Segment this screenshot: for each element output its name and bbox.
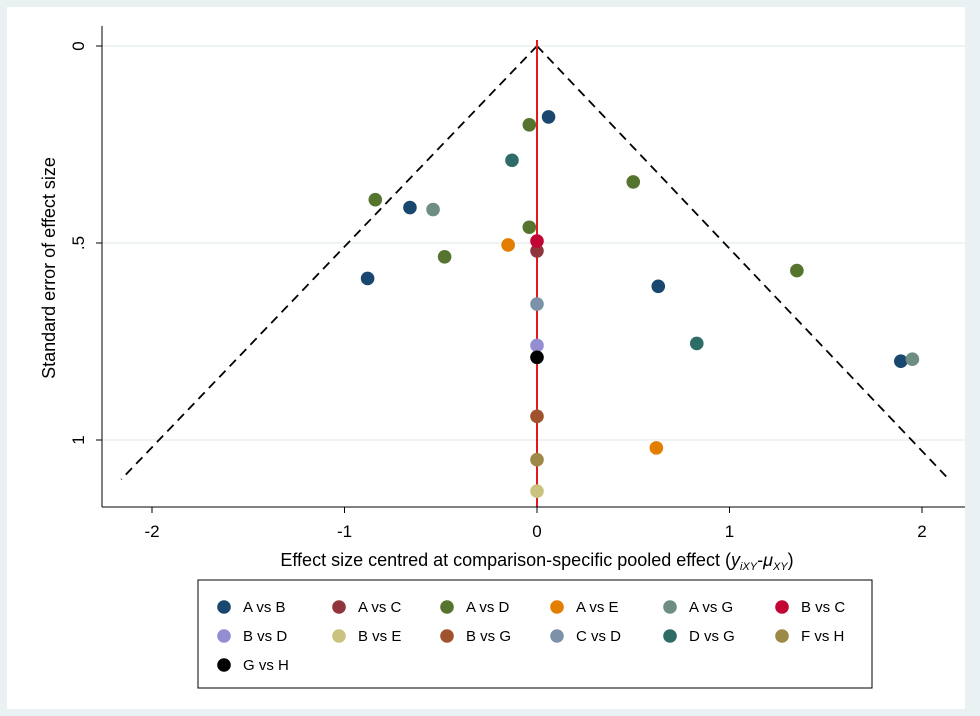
legend-label: D vs G — [689, 628, 735, 645]
x-axis-title-var1-sub: iXY — [740, 561, 758, 573]
legend-label: A vs B — [243, 599, 286, 616]
x-tick-label: -2 — [144, 522, 159, 541]
legend-box — [197, 579, 873, 689]
legend-item-b-vs-d: B vs D — [217, 628, 287, 645]
x-tick-label: -1 — [337, 522, 352, 541]
legend-item-f-vs-h: F vs H — [775, 628, 844, 645]
point-a-vs-b — [403, 200, 417, 215]
legend-label: A vs E — [576, 599, 619, 616]
legend-item-b-vs-e: B vs E — [332, 628, 401, 645]
point-a-vs-c — [530, 244, 544, 258]
point-b-vs-d — [530, 338, 544, 353]
point-d-vs-g — [505, 153, 519, 168]
x-axis-title-close: ) — [788, 550, 794, 570]
legend-label: B vs C — [801, 599, 845, 616]
legend-item-d-vs-g: D vs G — [663, 628, 735, 645]
funnel-limit-right — [536, 45, 950, 481]
point-a-vs-b — [541, 110, 556, 124]
point-a-vs-b — [894, 354, 908, 369]
funnel-limit-left — [120, 45, 538, 481]
legend-marker — [332, 600, 346, 614]
legend-label: C vs D — [576, 628, 621, 645]
legend-label: A vs G — [689, 599, 733, 616]
legend-item-a-vs-g: A vs G — [663, 599, 733, 616]
legend-item-c-vs-d: C vs D — [550, 628, 621, 645]
point-b-vs-g — [530, 409, 544, 424]
point-a-vs-b — [651, 279, 666, 294]
point-b-vs-c — [530, 234, 544, 248]
legend-label: F vs H — [801, 628, 844, 645]
x-axis-title: Effect size centred at comparison-specif… — [280, 550, 793, 573]
y-tick-label: 1 — [69, 435, 88, 444]
x-tick-label: 1 — [725, 522, 734, 541]
y-tick-label: 0 — [69, 41, 88, 50]
legend-marker — [775, 629, 789, 643]
legend-marker — [663, 600, 677, 614]
legend-label: B vs E — [358, 628, 401, 645]
point-d-vs-g — [689, 336, 704, 351]
legend-marker — [550, 600, 564, 614]
legend-marker — [775, 600, 789, 614]
x-axis-title-var2: μ — [762, 550, 773, 570]
legend-label: A vs C — [358, 599, 402, 616]
legend-marker — [440, 600, 454, 614]
legend-label: G vs H — [243, 657, 289, 674]
y-tick-label: .5 — [69, 236, 88, 250]
legend-marker — [217, 658, 231, 672]
legend-marker — [217, 629, 231, 643]
legend-label: B vs D — [243, 628, 287, 645]
legend-item-a-vs-d: A vs D — [440, 599, 510, 616]
legend-item-b-vs-g: B vs G — [440, 628, 511, 645]
point-a-vs-e — [649, 441, 664, 455]
point-g-vs-h — [530, 350, 544, 365]
legend-item-g-vs-h: G vs H — [217, 657, 289, 674]
legend-marker — [550, 629, 564, 643]
point-a-vs-g — [426, 202, 440, 217]
x-axis-title-var1: y — [729, 550, 741, 570]
point-a-vs-g — [905, 352, 920, 367]
point-a-vs-d — [522, 220, 537, 235]
point-a-vs-d — [522, 118, 537, 132]
x-axis-title-text: Effect size centred at comparison-specif… — [280, 550, 731, 570]
legend-marker — [217, 600, 231, 614]
point-a-vs-e — [501, 238, 515, 252]
x-tick-label: 2 — [917, 522, 926, 541]
legend-marker — [663, 629, 677, 643]
point-a-vs-d — [626, 175, 641, 189]
point-c-vs-d — [530, 297, 544, 311]
legend-marker — [440, 629, 454, 643]
legend-item-a-vs-e: A vs E — [550, 599, 619, 616]
point-f-vs-h — [530, 452, 544, 467]
point-a-vs-d — [437, 249, 452, 264]
legend-item-a-vs-b: A vs B — [217, 599, 286, 616]
legend: A vs B A vs C A vs D A vs E A vs G B vs C B vs… — [197, 579, 873, 689]
funnel-limits — [120, 45, 950, 481]
legend-marker — [332, 629, 346, 643]
point-b-vs-e — [530, 484, 544, 499]
x-axis-title-var2-sub: XY — [772, 561, 788, 573]
x-axis-title-dash: - — [757, 550, 763, 570]
y-axis-title: Standard error of effect size — [39, 157, 59, 379]
axes: 0 .5 1 -2 -1 0 1 2 — [69, 26, 965, 541]
point-a-vs-b — [360, 271, 375, 286]
legend-label: B vs G — [466, 628, 511, 645]
legend-item-b-vs-c: B vs C — [775, 599, 845, 616]
point-a-vs-d — [790, 263, 804, 278]
x-tick-label: 0 — [532, 522, 541, 541]
point-a-vs-d — [368, 192, 383, 207]
legend-label: A vs D — [466, 599, 510, 616]
legend-item-a-vs-c: A vs C — [332, 599, 402, 616]
data-points — [360, 110, 920, 499]
